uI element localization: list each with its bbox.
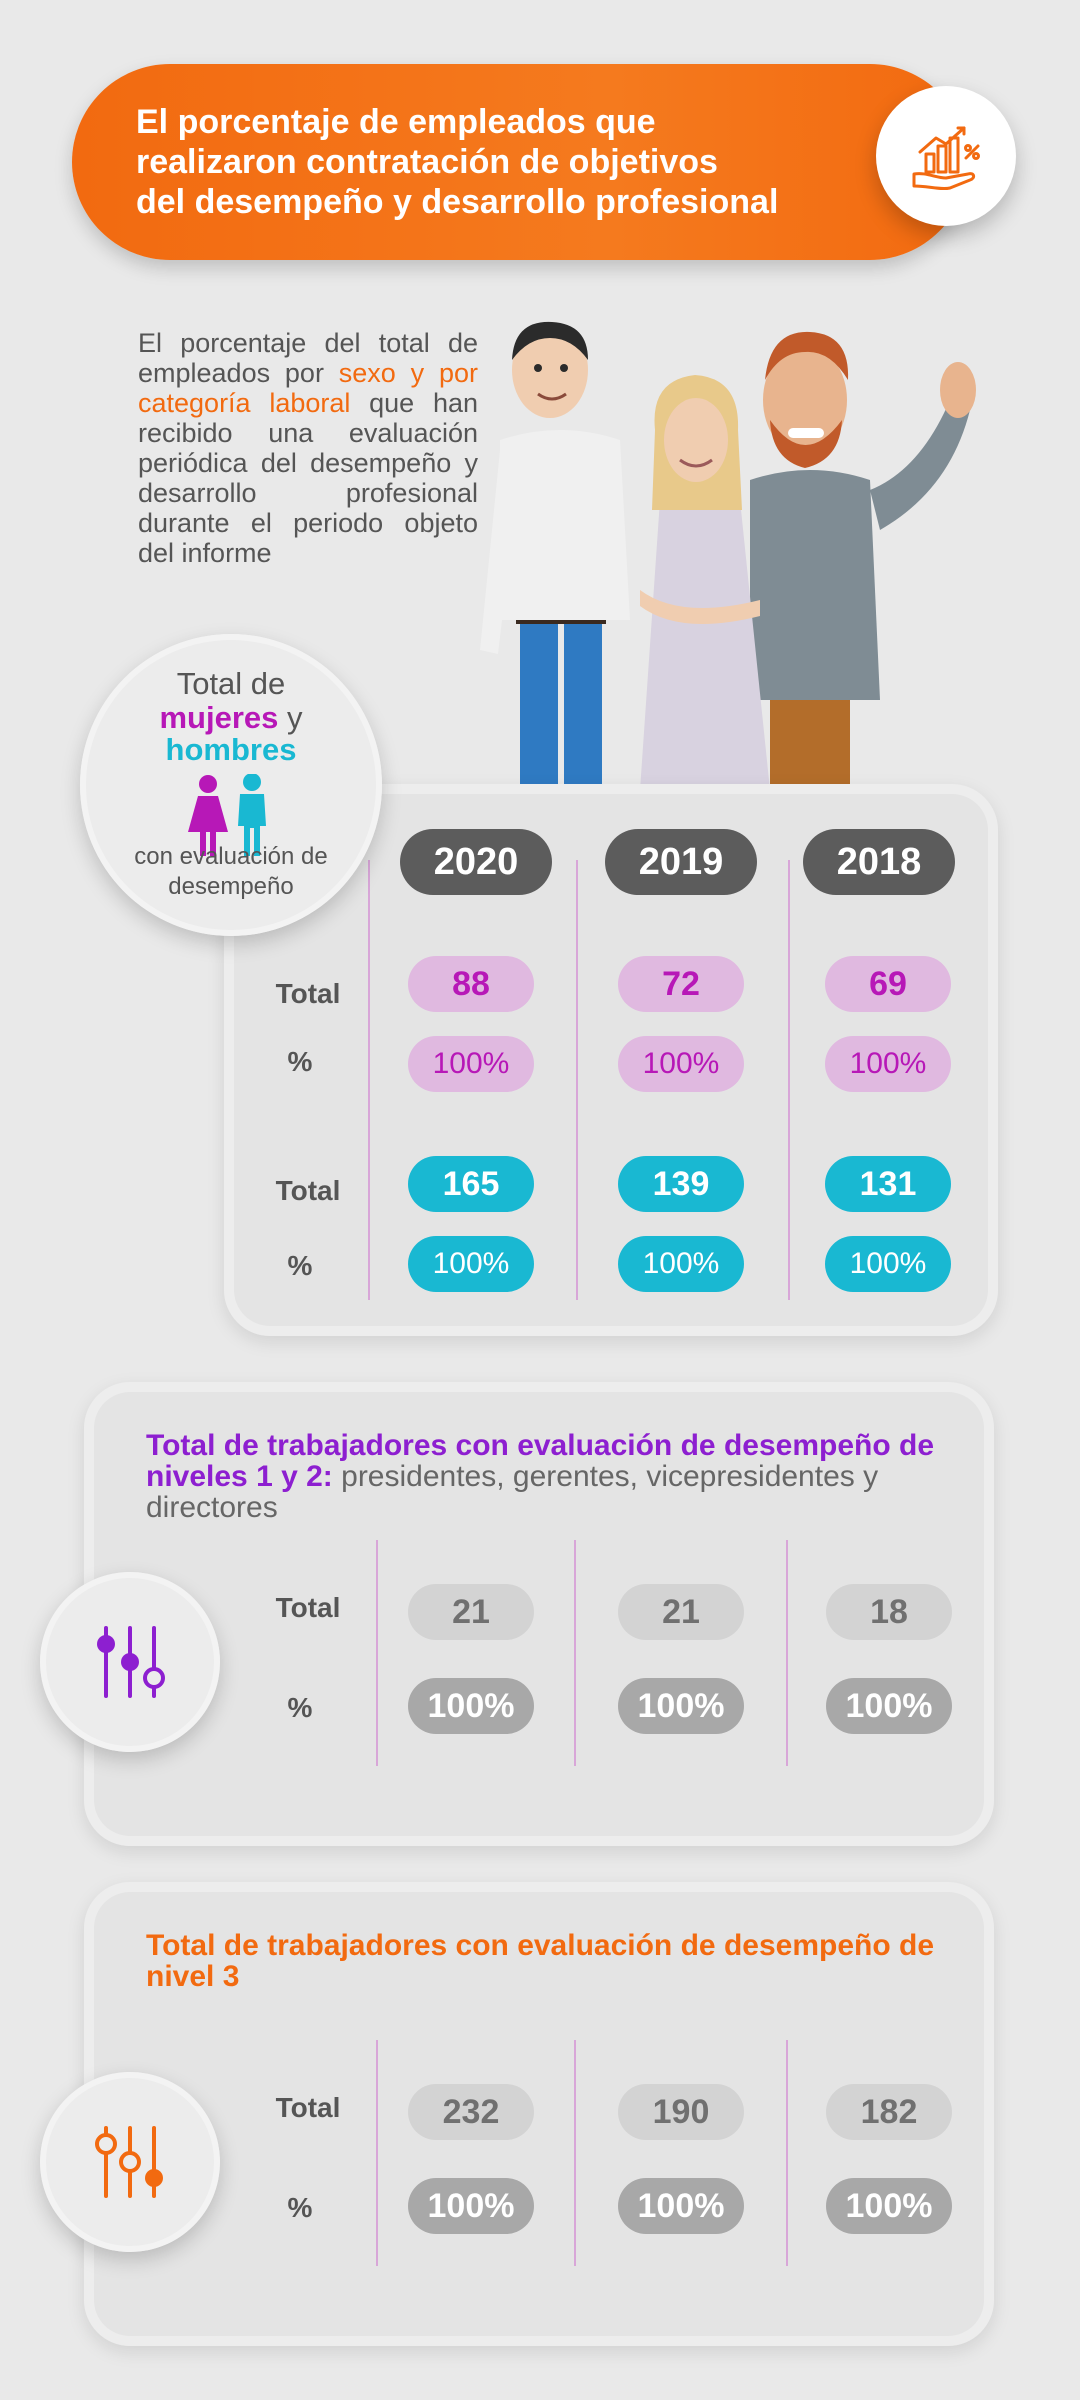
women-percent-label: % [287, 1046, 313, 1077]
intro-paragraph: El porcentaje del total de empleados por… [138, 328, 478, 568]
intro-highlight: sexo y por categoría laboral [138, 358, 478, 418]
header-banner: El porcentaje de empleados que realizaro… [72, 64, 968, 260]
men-percent-2018: 100% [825, 1236, 951, 1292]
men-percent-2019: 100% [618, 1236, 744, 1292]
women-label: mujeres [159, 700, 279, 735]
levels-1-2-title: Total de trabajadores con evaluación de … [146, 1430, 946, 1523]
women-total-2018: 69 [825, 956, 951, 1012]
sliders-icon [95, 2126, 163, 2198]
women-total-label: Total [275, 978, 341, 1009]
women-total-2019: 72 [618, 956, 744, 1012]
levels-1-2-percent-2018: 100% [826, 1678, 952, 1734]
men-total-2018: 131 [825, 1156, 951, 1212]
column-divider [576, 860, 578, 1300]
levels-1-2-title-bold: Total de trabajadores con evaluación de … [146, 1429, 934, 1493]
levels-1-2-badge [40, 1572, 220, 1752]
level-3-badge [40, 2072, 220, 2252]
column-divider [368, 860, 370, 1300]
gender-badge: Total de mujeres y hombres con evaluació… [80, 634, 382, 936]
page-title: El porcentaje de empleados que realizaro… [136, 103, 779, 221]
sliders-icon [97, 1626, 165, 1698]
growth-chart-hand-icon [876, 86, 1016, 226]
column-divider [574, 2040, 576, 2266]
column-divider [786, 2040, 788, 2266]
badge-joiner: y [278, 700, 303, 735]
levels-1-2-percent-2019: 100% [618, 1678, 744, 1734]
level-3-total-2019: 190 [618, 2084, 744, 2140]
people-illustration [480, 321, 976, 790]
level-3-total-2020: 232 [408, 2084, 534, 2140]
men-percent-2020: 100% [408, 1236, 534, 1292]
levels-1-2-title-rest: presidentes, gerentes, vicepresidentes y… [146, 1460, 879, 1524]
men-label: hombres [165, 732, 297, 767]
men-percent-label: % [287, 1250, 313, 1281]
year-2020-header: 2020 [400, 829, 552, 895]
women-percent-2020: 100% [408, 1036, 534, 1092]
badge-caption: con evaluación de desempeño [134, 843, 328, 900]
intro-text-start: El porcentaje del total de empleados por [138, 328, 478, 388]
women-total-2020: 88 [408, 956, 534, 1012]
level-3-percent-2020: 100% [408, 2178, 534, 2234]
column-divider [376, 2040, 378, 2266]
badge-line-1: Total de [176, 666, 286, 701]
level-3-percent-label: % [287, 2192, 313, 2223]
men-total-2019: 139 [618, 1156, 744, 1212]
badge-line-2: mujeres y [80, 700, 382, 736]
levels-1-2-total-2018: 18 [826, 1584, 952, 1640]
levels-1-2-total-label: Total [275, 1592, 341, 1623]
levels-1-2-total-2019: 21 [618, 1584, 744, 1640]
levels-1-2-percent-label: % [287, 1692, 313, 1723]
man-right-figure [750, 331, 976, 790]
women-percent-2018: 100% [825, 1036, 951, 1092]
women-percent-2019: 100% [618, 1036, 744, 1092]
level-3-title: Total de trabajadores con evaluación de … [146, 1929, 934, 1993]
woman-man-icon [188, 774, 266, 856]
year-2018-header: 2018 [803, 829, 955, 895]
level-3-percent-2019: 100% [618, 2178, 744, 2234]
year-2019-header: 2019 [605, 829, 757, 895]
level-3-total-2018: 182 [826, 2084, 952, 2140]
level-3-percent-2018: 100% [826, 2178, 952, 2234]
column-divider [788, 860, 790, 1300]
level-3-total-label: Total [275, 2092, 341, 2123]
column-divider [574, 1540, 576, 1766]
levels-1-2-percent-2020: 100% [408, 1678, 534, 1734]
men-total-2020: 165 [408, 1156, 534, 1212]
man-left-figure [480, 321, 630, 790]
levels-1-2-total-2020: 21 [408, 1584, 534, 1640]
woman-figure [640, 375, 770, 790]
column-divider [376, 1540, 378, 1766]
men-total-label: Total [275, 1175, 341, 1206]
intro-text-end: que han recibido una evaluación periódic… [138, 388, 478, 568]
column-divider [786, 1540, 788, 1766]
